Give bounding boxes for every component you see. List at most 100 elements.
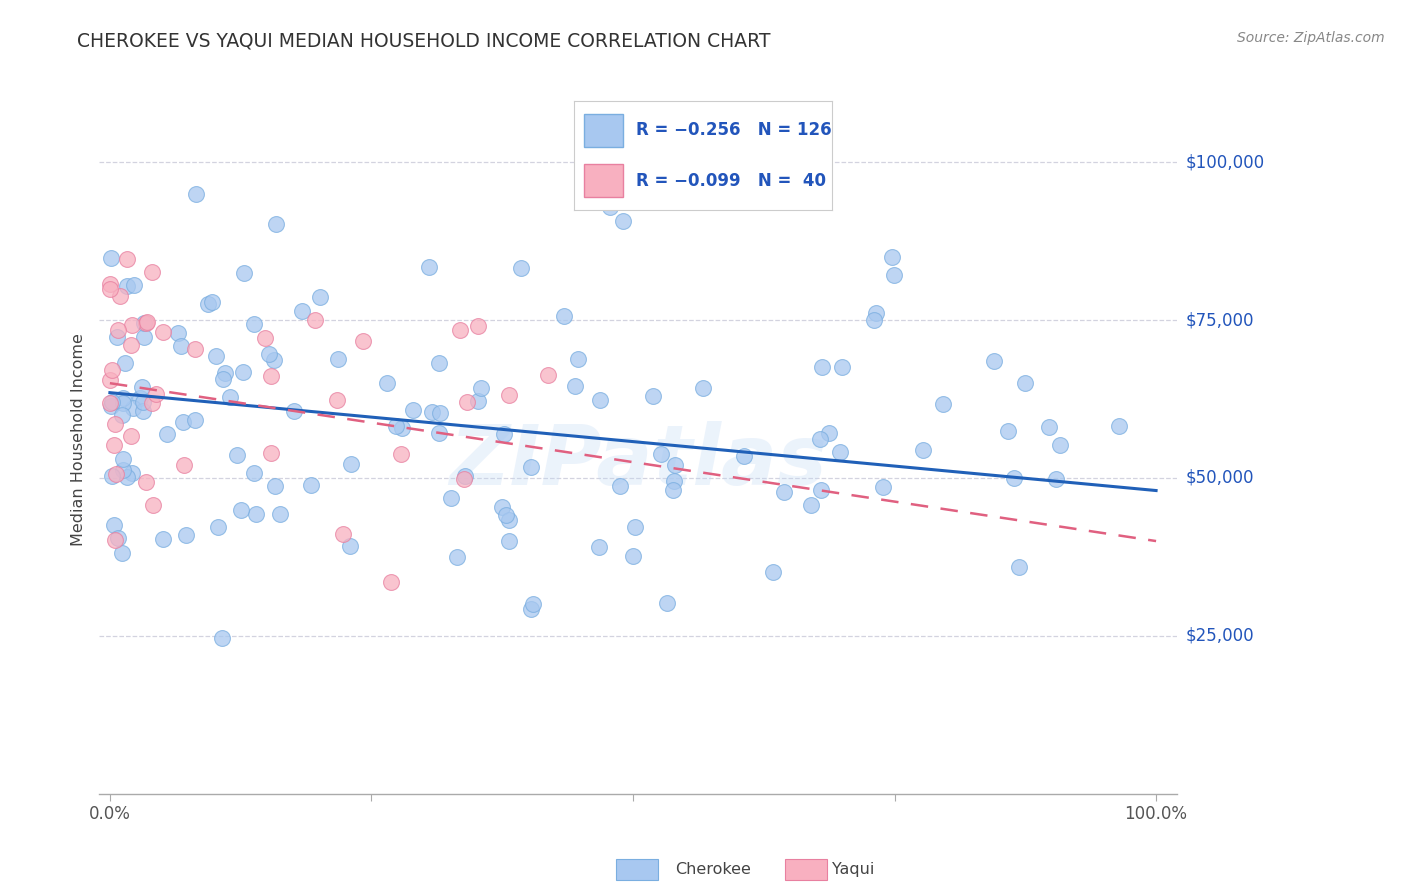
Text: Cherokee: Cherokee <box>675 863 751 877</box>
Point <box>264 478 287 492</box>
Point <box>183 413 205 427</box>
Point <box>219 390 242 404</box>
Point <box>352 334 374 348</box>
Point <box>810 483 832 497</box>
Point <box>997 425 1019 439</box>
Point <box>332 526 354 541</box>
Point <box>402 402 425 417</box>
Point <box>291 303 314 318</box>
Point <box>1014 376 1036 390</box>
Point <box>257 347 280 361</box>
Point <box>145 387 167 401</box>
Point <box>830 445 852 459</box>
Text: $50,000: $50,000 <box>1185 469 1254 487</box>
Point <box>537 368 560 382</box>
Point <box>762 565 785 579</box>
Point <box>141 265 163 279</box>
Point <box>115 469 138 483</box>
Point <box>470 381 492 395</box>
Point <box>650 447 672 461</box>
Text: $100,000: $100,000 <box>1185 153 1264 171</box>
Point <box>692 381 714 395</box>
Point <box>427 355 450 369</box>
Point <box>232 365 254 379</box>
Point <box>773 485 796 500</box>
Point <box>186 186 208 201</box>
Point <box>1008 560 1031 574</box>
Point <box>340 457 363 471</box>
Point <box>662 474 685 488</box>
Point <box>132 404 155 418</box>
Point <box>111 463 134 477</box>
Point <box>467 393 489 408</box>
Point <box>207 520 229 534</box>
Point <box>100 373 122 387</box>
Point <box>245 508 267 522</box>
Point <box>263 353 285 368</box>
Text: $75,000: $75,000 <box>1185 311 1254 329</box>
Point <box>121 318 143 333</box>
Point <box>831 359 853 374</box>
Point <box>111 408 134 422</box>
Point <box>621 549 644 564</box>
Point <box>440 491 463 506</box>
Point <box>429 406 451 420</box>
Point <box>114 355 136 369</box>
Point <box>418 260 440 275</box>
Point <box>104 417 127 432</box>
Point <box>564 379 586 393</box>
Point <box>983 354 1005 368</box>
Point <box>1108 419 1130 434</box>
Point <box>132 330 155 344</box>
Point <box>624 519 647 533</box>
Point <box>98 277 121 292</box>
Point <box>733 449 755 463</box>
Point <box>269 507 291 521</box>
Point <box>498 513 520 527</box>
Point <box>260 369 283 384</box>
Text: Source: ZipAtlas.com: Source: ZipAtlas.com <box>1237 31 1385 45</box>
Point <box>882 250 904 264</box>
Point <box>661 483 683 497</box>
Point <box>420 405 443 419</box>
Text: Yaqui: Yaqui <box>832 863 875 877</box>
Point <box>156 426 179 441</box>
Point <box>211 372 233 386</box>
Point <box>260 446 283 460</box>
Point <box>326 351 349 366</box>
Point <box>1049 438 1071 452</box>
Text: $25,000: $25,000 <box>1185 627 1254 645</box>
Point <box>141 396 163 410</box>
Point <box>810 360 832 375</box>
Point <box>264 217 287 231</box>
Point <box>121 401 143 415</box>
Point <box>467 319 489 334</box>
Point <box>254 331 277 345</box>
Point <box>115 278 138 293</box>
Point <box>454 469 477 483</box>
Text: ZIPatlas: ZIPatlas <box>450 421 827 501</box>
Y-axis label: Median Household Income: Median Household Income <box>72 334 86 547</box>
Point <box>384 419 406 434</box>
Point <box>214 367 236 381</box>
Point <box>299 478 322 492</box>
Point <box>391 420 413 434</box>
Point <box>377 376 399 390</box>
Point <box>609 479 631 493</box>
Point <box>520 459 543 474</box>
Point <box>492 426 515 441</box>
Point <box>110 546 132 560</box>
Point <box>510 261 533 276</box>
Point <box>117 252 139 266</box>
Point <box>120 337 142 351</box>
Point <box>283 404 305 418</box>
Point <box>100 251 122 265</box>
Point <box>1002 471 1025 485</box>
Point <box>1045 472 1067 486</box>
Point <box>491 500 513 515</box>
Point <box>121 466 143 480</box>
Point <box>872 480 894 494</box>
Point <box>567 351 589 366</box>
Point <box>100 469 122 483</box>
Point <box>100 400 122 414</box>
